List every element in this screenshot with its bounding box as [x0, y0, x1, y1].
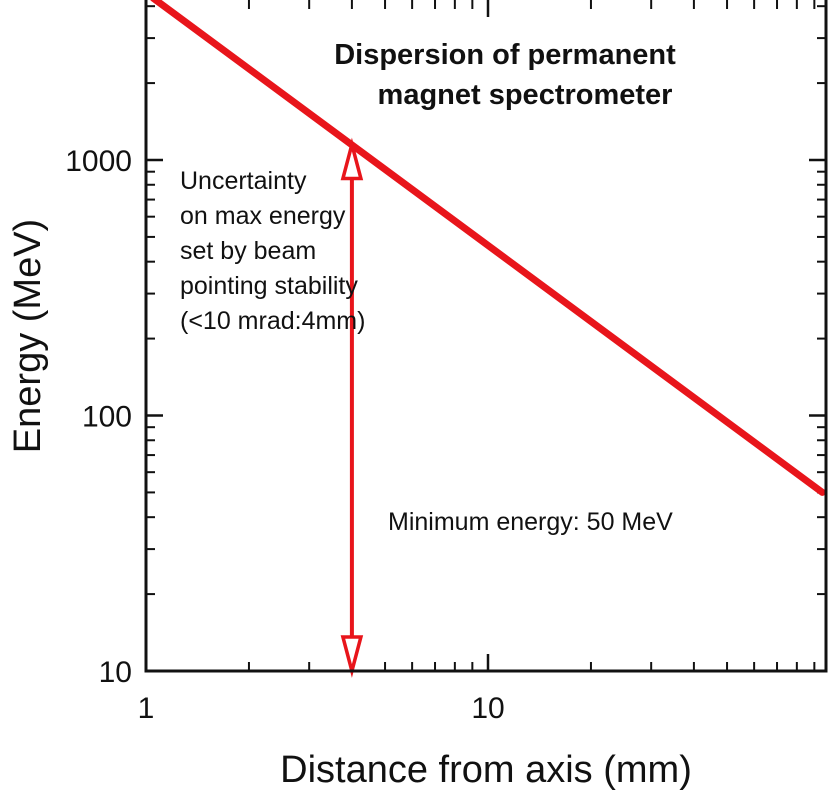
- chart-title-line-1: Dispersion of permanent: [334, 39, 676, 71]
- y-tick-label: 1000: [65, 145, 132, 178]
- plot-frame: [144, 0, 828, 673]
- x-tick-label: 1: [138, 692, 155, 725]
- x-tick-label: 10: [471, 692, 504, 725]
- x-axis-title: Distance from axis (mm): [280, 749, 692, 791]
- uncertainty-text-line-1: Uncertainty: [180, 167, 307, 195]
- uncertainty-annotation: Uncertainty on max energy set by beam po…: [180, 167, 365, 335]
- y-axis-title: Energy (MeV): [7, 219, 49, 453]
- uncertainty-arrow: [340, 137, 364, 678]
- x-tick-labels: 1 10: [138, 692, 505, 725]
- uncertainty-text-line-5: (<10 mrad:4mm): [180, 307, 365, 335]
- y-tick-label: 10: [99, 656, 132, 689]
- uncertainty-text-line-2: on max energy: [180, 202, 346, 230]
- uncertainty-text-line-3: set by beam: [180, 237, 316, 265]
- arrow-head-down: [340, 635, 364, 678]
- dispersion-curve: [150, 0, 826, 496]
- arrow-head-up: [340, 137, 364, 181]
- minimum-energy-annotation: Minimum energy: 50 MeV: [388, 508, 673, 536]
- series-layer: [150, 0, 826, 496]
- y-tick-label: 100: [82, 401, 132, 434]
- y-tick-labels: 10 100 1000: [65, 145, 132, 689]
- uncertainty-text-line-4: pointing stability: [180, 272, 358, 300]
- chart-title-line-2: magnet spectrometer: [378, 79, 673, 111]
